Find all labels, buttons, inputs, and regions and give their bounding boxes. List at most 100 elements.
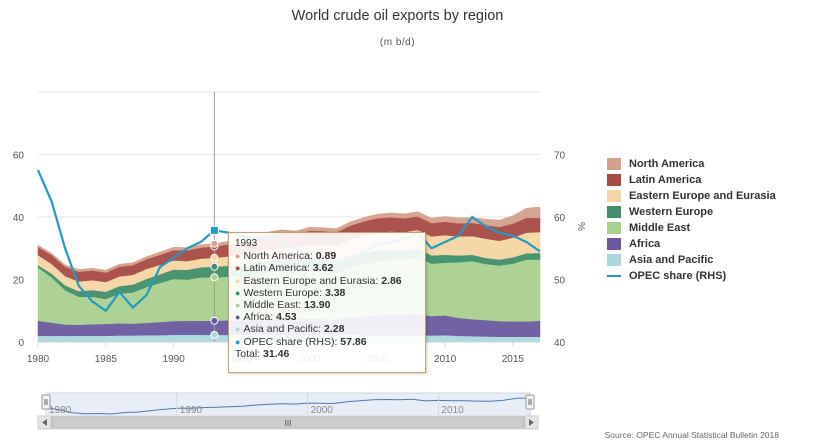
navigator-handle-body[interactable]	[41, 394, 51, 410]
tooltip-dot-icon: ●	[235, 300, 241, 311]
tooltip-row: ● Western Europe: 3.38	[235, 287, 425, 299]
legend-swatch	[607, 222, 621, 234]
legend-swatch	[607, 275, 621, 277]
hover-marker	[210, 273, 219, 282]
tooltip-label: North America:	[243, 250, 316, 263]
tooltip-dot-icon: ●	[235, 336, 241, 347]
legend-swatch	[607, 190, 621, 202]
hover-marker	[210, 262, 219, 271]
tooltip-value: 57.86	[340, 335, 367, 348]
tooltip-row: ● North America: 0.89	[235, 250, 425, 262]
tooltip-label: Asia and Pacific:	[243, 323, 324, 336]
tooltip-total-label: Total:	[235, 347, 261, 360]
y-right-tick-label: 70	[554, 151, 566, 162]
tooltip-label: Middle East:	[243, 299, 305, 312]
tooltip-dot-icon: ●	[235, 275, 241, 286]
legend-label: Asia and Pacific	[629, 254, 714, 266]
hover-marker	[210, 253, 219, 262]
navigator-handle-right[interactable]	[525, 394, 535, 410]
navigator-tick-label: 2000	[311, 405, 334, 416]
legend-label: Latin America	[629, 174, 702, 186]
legend-label: Africa	[629, 238, 661, 250]
tooltip-label: Eastern Europe and Eurasia:	[243, 274, 382, 287]
chart-subtitle: (m b/d)	[379, 37, 416, 48]
y-right-tick-label: 50	[554, 276, 566, 287]
navigator-tick-label: 1980	[49, 405, 72, 416]
hover-marker-opec	[209, 225, 219, 235]
tooltip-dot-icon: ●	[235, 324, 241, 335]
tooltip-value: 2.28	[323, 323, 345, 336]
chart-tooltip: 1993 ● North America: 0.89 ● Latin America:…	[228, 232, 426, 373]
chart-title: World crude oil exports by region	[291, 8, 504, 24]
tooltip-value: 0.89	[315, 250, 337, 263]
y-left-tick-label: 60	[13, 151, 25, 162]
navigator-tick-label: 2010	[441, 405, 464, 416]
legend-label: Eastern Europe and Eurasia	[629, 190, 776, 202]
legend-item[interactable]: Middle East	[607, 220, 776, 236]
legend-item[interactable]: Eastern Europe and Eurasia	[607, 188, 776, 204]
hover-markers	[209, 225, 219, 339]
legend-label: Middle East	[629, 222, 691, 234]
navigator-handle-left[interactable]	[41, 394, 51, 410]
tooltip-row: ● Africa: 4.53	[235, 311, 425, 323]
tooltip-label: Western Europe:	[243, 286, 325, 299]
legend-item[interactable]: Latin America	[607, 172, 776, 188]
tooltip-label: Latin America:	[243, 262, 313, 275]
x-tick-label: 1980	[27, 354, 50, 365]
x-tick-label: 2015	[502, 354, 525, 365]
y-right-tick-label: 40	[554, 338, 566, 349]
navigator-series	[45, 397, 531, 415]
legend-swatch	[607, 158, 621, 170]
tooltip-row: ● Latin America: 3.62	[235, 262, 425, 274]
area-north-america[interactable]	[37, 206, 541, 273]
hover-marker	[210, 330, 219, 339]
tooltip-row: ● Asia and Pacific: 2.28	[235, 323, 425, 335]
tooltip-value: 13.90	[304, 299, 331, 312]
legend-swatch	[607, 254, 621, 266]
y-right-axis-label: %	[575, 222, 586, 231]
scroll-right-arrow-icon	[529, 419, 534, 426]
legend-swatch	[607, 174, 621, 186]
tooltip-dot-icon: ●	[235, 263, 241, 274]
y-left-tick-label: 20	[13, 276, 25, 287]
scrollbar-thumb[interactable]	[51, 416, 525, 429]
tooltip-value: 3.62	[312, 262, 334, 275]
legend-swatch	[607, 238, 621, 250]
tooltip-row: ● OPEC share (RHS): 57.86	[235, 336, 425, 348]
tooltip-value: 4.53	[276, 311, 297, 324]
legend-item[interactable]: North America	[607, 156, 776, 172]
source-note: Source: OPEC Annual Statistical Bulletin…	[604, 430, 779, 440]
hover-marker	[210, 239, 219, 248]
tooltip-dot-icon: ●	[235, 312, 241, 323]
y-right-tick-label: 60	[554, 213, 566, 224]
legend-item[interactable]: OPEC share (RHS)	[607, 268, 776, 284]
legend-item[interactable]: Western Europe	[607, 204, 776, 220]
tooltip-year: 1993	[235, 238, 258, 249]
tooltip-value: 2.86	[381, 274, 402, 287]
x-tick-label: 2010	[434, 354, 457, 365]
tooltip-total-value: 31.46	[263, 347, 290, 360]
hover-marker	[210, 316, 219, 325]
legend-swatch	[607, 206, 621, 218]
legend-label: North America	[629, 158, 705, 170]
tooltip-dot-icon: ●	[235, 251, 241, 262]
y-left-tick-label: 0	[18, 338, 24, 349]
scrollbar-grip: III	[285, 419, 292, 428]
x-tick-label: 1990	[163, 354, 186, 365]
y-left-tick-label: 40	[13, 213, 25, 224]
tooltip-dot-icon: ●	[235, 287, 241, 298]
tooltip-row: ● Eastern Europe and Eurasia: 2.86	[235, 275, 425, 287]
x-tick-label: 1985	[95, 354, 118, 365]
legend-item[interactable]: Asia and Pacific	[607, 252, 776, 268]
scroll-left-arrow-icon	[42, 419, 47, 426]
tooltip-row: ● Middle East: 13.90	[235, 299, 425, 311]
navigator-handle-body[interactable]	[525, 394, 535, 410]
legend-item[interactable]: Africa	[607, 236, 776, 252]
chart-legend: North America Latin America Eastern Europe…	[607, 156, 776, 284]
navigator-tick-label: 1990	[180, 405, 203, 416]
tooltip-total: Total: 31.46	[235, 348, 425, 360]
tooltip-label: Africa:	[243, 311, 277, 324]
tooltip-label: OPEC share (RHS):	[243, 335, 341, 348]
legend-label: Western Europe	[629, 206, 714, 218]
tooltip-value: 3.38	[324, 286, 346, 299]
